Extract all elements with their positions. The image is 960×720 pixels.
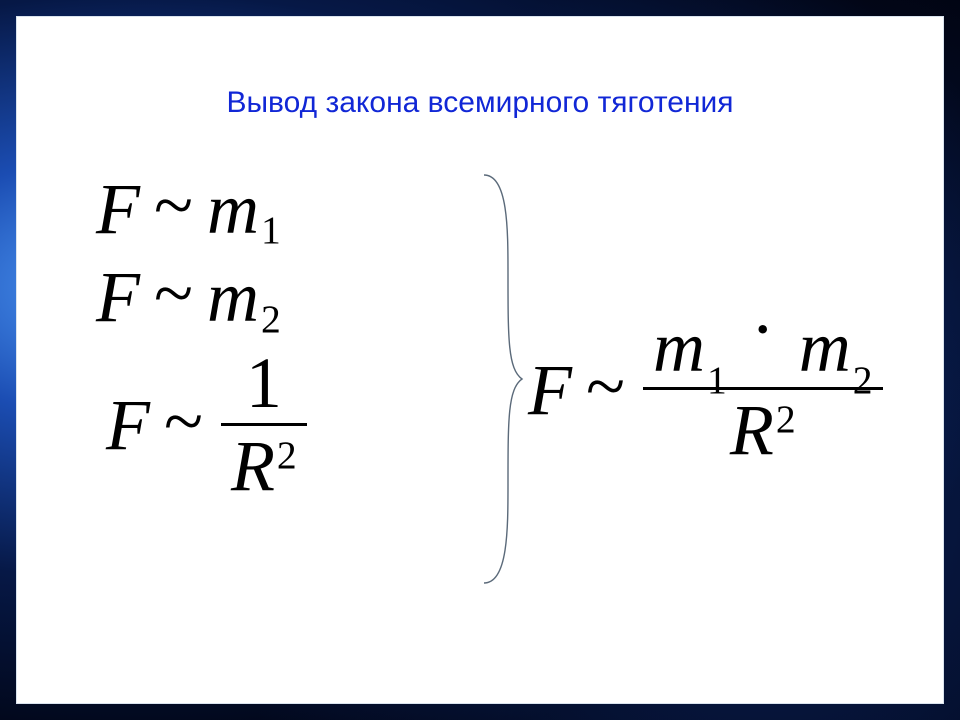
cosmic-background: Вывод закона всемирного тяготения F ~ m … <box>0 0 960 720</box>
curly-brace-icon <box>466 169 526 589</box>
tilde-op: ~ <box>154 162 193 248</box>
var-F: F <box>96 254 140 340</box>
sub-1: 1 <box>261 207 281 255</box>
sup-2: 2 <box>277 433 297 477</box>
var-m: m <box>207 166 259 252</box>
var-F: F <box>528 354 572 426</box>
eq-f-prop-m1: F ~ m 1 <box>96 166 307 252</box>
sub-1: 1 <box>707 358 727 402</box>
var-m: m <box>207 254 259 340</box>
var-F: F <box>96 166 140 252</box>
sup-2: 2 <box>776 397 796 441</box>
tilde-op: ~ <box>586 350 625 422</box>
eq-result: F ~ m1 · m2 R2 <box>528 311 883 468</box>
var-m: m <box>653 307 705 387</box>
eq-f-prop-inv-r2: F ~ 1 R2 <box>106 347 307 504</box>
numerator-one: 1 <box>246 343 282 423</box>
dot-op: · <box>751 289 775 369</box>
sub-2: 2 <box>261 296 281 344</box>
slide-frame: Вывод закона всемирного тяготения F ~ m … <box>16 16 944 704</box>
eq-f-prop-m2: F ~ m 2 <box>96 254 307 340</box>
slide-title: Вывод закона всемирного тяготения <box>16 86 944 120</box>
tilde-op: ~ <box>154 250 193 336</box>
var-R: R <box>231 426 275 506</box>
var-R: R <box>730 390 774 470</box>
equations-left-column: F ~ m 1 F ~ m 2 F ~ <box>96 166 307 504</box>
sub-2: 2 <box>853 358 873 402</box>
tilde-op: ~ <box>164 385 203 457</box>
var-F: F <box>106 389 150 461</box>
fraction-1-over-r2: 1 R2 <box>221 347 307 504</box>
fraction-m1m2-over-r2: m1 · m2 R2 <box>643 311 883 468</box>
equations-area: F ~ m 1 F ~ m 2 F ~ <box>76 161 884 644</box>
var-m: m <box>799 307 851 387</box>
